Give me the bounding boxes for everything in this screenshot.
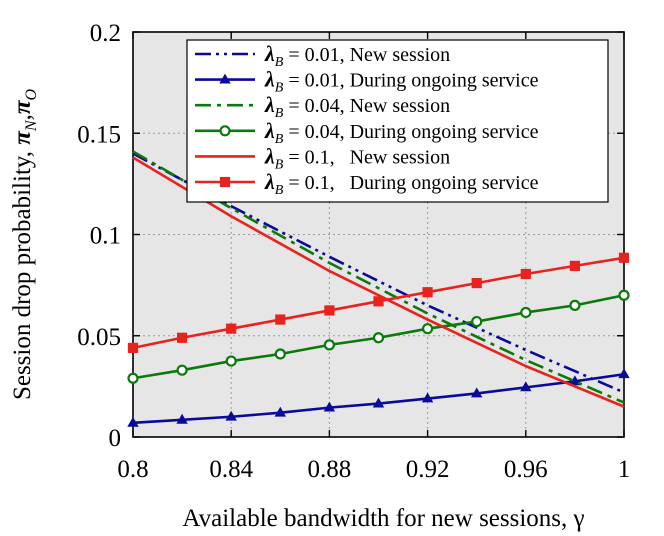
y-axis-label-prefix: Session drop probability,	[9, 145, 36, 400]
data-point	[569, 260, 580, 271]
y-axis-label-sep: ,	[9, 114, 36, 120]
data-point	[177, 332, 188, 343]
legend-label: λB = 0.01, New session	[264, 41, 450, 70]
data-point	[618, 252, 630, 263]
data-point	[372, 397, 385, 408]
data-point	[422, 287, 433, 298]
legend-label: λB = 0.1, New session	[264, 143, 450, 172]
y-tick-label: 0.15	[77, 121, 121, 148]
data-point	[569, 299, 581, 311]
y-tick-label: 0.05	[77, 324, 121, 351]
y-axis-label: Session drop probability, πN,πO	[9, 89, 40, 401]
data-point	[471, 387, 483, 398]
data-point	[618, 368, 630, 379]
series-line	[132, 152, 625, 394]
y-tick-label: 0.2	[90, 20, 121, 47]
data-point	[520, 268, 531, 280]
series-3	[132, 150, 625, 404]
x-tick-label: 0.8	[117, 456, 148, 483]
y-axis-label-pi-n: π	[9, 130, 36, 145]
data-point	[421, 392, 434, 403]
data-point	[323, 401, 336, 412]
legend-label: λB = 0.01, During ongoing service	[264, 67, 539, 96]
x-tick-label: 0.88	[308, 456, 352, 483]
data-point	[274, 406, 286, 417]
x-tick-label: 0.96	[504, 456, 548, 483]
x-tick-label: 1	[618, 456, 631, 483]
data-point	[127, 416, 139, 427]
data-point	[373, 296, 384, 307]
data-point	[226, 323, 237, 334]
data-point	[471, 278, 482, 289]
data-point	[274, 348, 286, 360]
series-line	[132, 150, 625, 404]
legend-item-1: λB = 0.01, New session	[195, 41, 450, 70]
series-5	[132, 156, 625, 408]
series-4	[127, 289, 630, 384]
data-point	[275, 314, 286, 325]
legend-item-2: λB = 0.01, During ongoing service	[195, 67, 539, 96]
y-axis-label-sub-n: N	[23, 119, 40, 132]
legend-item-5: λB = 0.1, New session	[195, 143, 450, 172]
series-line	[132, 156, 625, 408]
data-point	[323, 339, 335, 351]
legend-label: λB = 0.04, New session	[264, 92, 450, 121]
data-point	[618, 289, 630, 301]
data-point	[127, 372, 139, 384]
x-tick-label: 0.84	[209, 456, 253, 483]
data-point	[520, 381, 532, 392]
legend-marker	[219, 125, 231, 137]
x-axis-label: Available bandwidth for new sessions, γ	[182, 505, 584, 532]
legend-item-6: λB = 0.1, During ongoing service	[195, 169, 539, 198]
y-axis-label-pi-o: π	[9, 99, 36, 114]
legend-item-4: λB = 0.04, During ongoing service	[195, 118, 539, 147]
data-point	[324, 305, 335, 316]
legend-marker	[219, 176, 231, 188]
legend-marker	[219, 73, 231, 84]
series-layer	[127, 150, 630, 427]
x-tick-label: 0.92	[406, 456, 450, 483]
data-point	[471, 315, 483, 328]
y-tick-label: 0	[109, 425, 122, 452]
legend-label: λB = 0.1, During ongoing service	[264, 169, 539, 198]
series-1	[132, 152, 625, 394]
data-point	[372, 332, 385, 344]
data-point	[127, 342, 139, 353]
data-point	[422, 323, 434, 335]
series-2	[127, 368, 630, 427]
data-point	[225, 355, 237, 367]
data-point	[176, 364, 188, 376]
legend-background	[186, 39, 609, 203]
data-point	[569, 375, 581, 386]
legend-item-3: λB = 0.04, New session	[195, 92, 450, 121]
data-point	[225, 410, 237, 421]
y-tick-label: 0.1	[90, 223, 121, 250]
data-point	[176, 413, 188, 424]
axis-ticks: 0.8 0.84 0.88 0.92 0.96 1 0 0.05 0.1 0.15 0.2	[77, 20, 630, 483]
series-6	[127, 252, 630, 353]
y-axis-label-sub-o: O	[23, 89, 40, 101]
legend-label: λB = 0.04, During ongoing service	[264, 118, 539, 147]
data-point	[520, 306, 532, 319]
